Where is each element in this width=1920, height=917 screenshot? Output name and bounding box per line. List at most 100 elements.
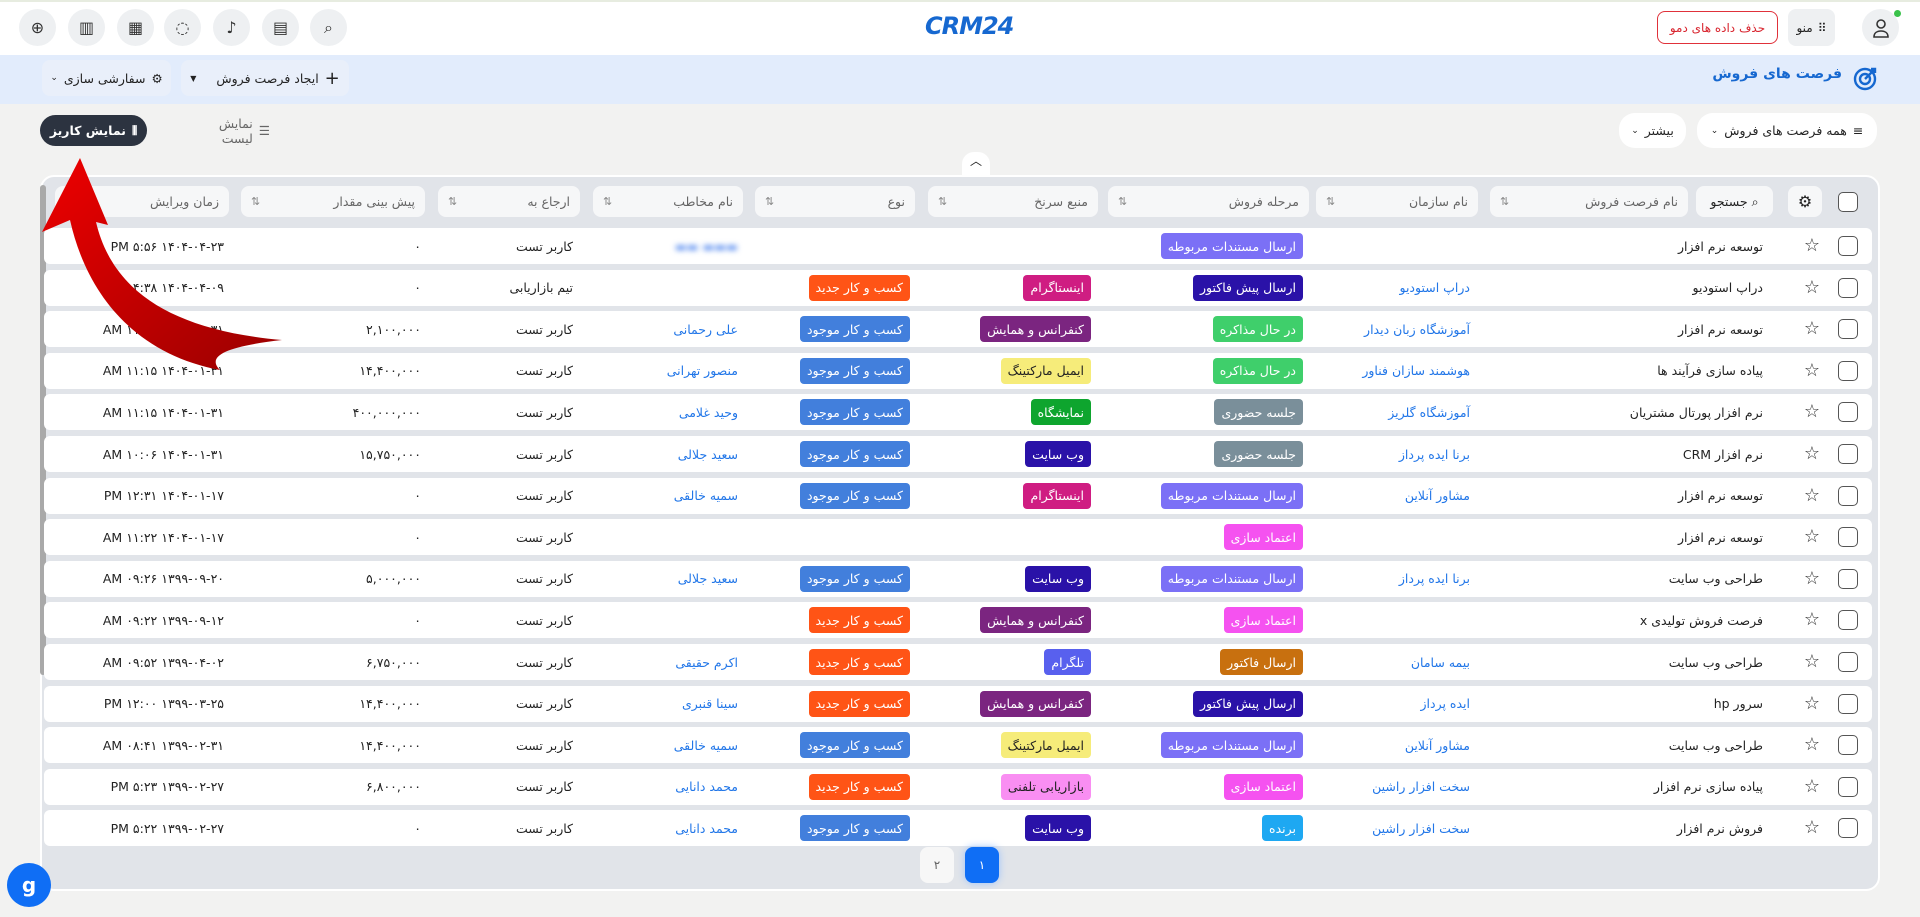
table-row[interactable]: ☆ توسعه نرم افزار آموزشگاه زبان دیدار در حا…	[44, 311, 1872, 348]
cell-contact[interactable]: سینا قنبری	[682, 686, 738, 722]
star-icon[interactable]: ☆	[1803, 443, 1820, 464]
cell-contact[interactable]: سمیه خالقی	[674, 478, 738, 514]
column-header-type[interactable]: نوع ⇅	[755, 186, 915, 217]
row-checkbox[interactable]	[1838, 527, 1858, 548]
row-checkbox[interactable]	[1838, 652, 1858, 672]
row-checkbox[interactable]	[1838, 485, 1858, 506]
star-icon[interactable]: ☆	[1803, 401, 1820, 423]
cell-contact[interactable]: اکرم حقیقی	[675, 644, 738, 680]
chat-button[interactable]: ◌	[164, 9, 201, 46]
column-header-organization[interactable]: نام سازمان ⇅	[1316, 186, 1478, 217]
column-header-lead-source[interactable]: منبع سرنخ ⇅	[928, 186, 1098, 217]
page-1-button[interactable]: ۱	[965, 847, 999, 883]
table-row[interactable]: ☆ توسعه نرم افزار مشاور آنلاین ارسال مستندا…	[44, 477, 1872, 514]
sort-icon[interactable]: ⇅	[765, 195, 775, 208]
sort-icon[interactable]: ⇅	[448, 195, 458, 208]
star-icon[interactable]: ☆	[1803, 318, 1820, 340]
star-icon[interactable]: ☆	[1803, 567, 1820, 589]
row-checkbox[interactable]	[1838, 693, 1858, 714]
table-row[interactable]: ☆ پیاده سازی نرم افزار سخت افزار راشین اعتم…	[44, 768, 1872, 805]
select-all-checkbox[interactable]	[1838, 192, 1858, 212]
table-row[interactable]: ☆ فروش نرم افزار سخت افزار راشین برنده وب سا…	[44, 810, 1872, 847]
column-header-contact[interactable]: نام مخاطب ⇅	[593, 186, 743, 217]
cell-contact[interactable]: علی رحمانی	[673, 311, 738, 347]
column-header-sales-stage[interactable]: مرحله فروش ⇅	[1108, 186, 1309, 217]
star-icon[interactable]: ☆	[1803, 235, 1820, 256]
customize-button[interactable]: ⚙ سفارشی سازی ⌄	[42, 60, 171, 96]
search-button[interactable]: ⌕ جستجو	[1696, 186, 1773, 217]
table-row[interactable]: ☆ نرم افزار پورتال مشتریان آموزشگاه گلریز ج…	[44, 394, 1872, 431]
row-checkbox[interactable]	[1838, 818, 1858, 839]
table-row[interactable]: ☆ طراحی وب سایت بیمه سامان ارسال فاکتور تلگر…	[44, 644, 1872, 680]
cell-organization[interactable]: ایده پرداز	[1421, 686, 1471, 722]
cell-organization[interactable]: هوشمند سازان فناور	[1362, 353, 1470, 389]
kanban-view-button[interactable]: ⫴ نمایش کاریز	[40, 115, 147, 146]
column-header-forecast-amount[interactable]: پیش بینی مقدار ⇅	[241, 186, 425, 217]
cell-contact[interactable]: محمد دانایی	[675, 769, 738, 805]
row-checkbox[interactable]	[1838, 319, 1858, 340]
bell-button[interactable]: ♪	[213, 9, 250, 46]
row-checkbox[interactable]	[1838, 236, 1858, 256]
table-row[interactable]: ☆ توسعه نرم افزار ارسال مستندات مربوطه ▬▬▬ …	[44, 228, 1872, 264]
cell-contact[interactable]: سعید جلالی	[678, 561, 738, 597]
row-checkbox[interactable]	[1838, 735, 1858, 756]
table-row[interactable]: ☆ فرصت فروش تولیدی x اعتماد سازی کنفرانس و …	[44, 602, 1872, 639]
row-checkbox[interactable]	[1838, 360, 1858, 381]
sort-icon[interactable]: ⇅	[1500, 195, 1510, 208]
star-icon[interactable]: ☆	[1803, 692, 1820, 714]
chart-button[interactable]: ▥	[68, 9, 105, 46]
delete-demo-data-button[interactable]: حذف داده های دمو	[1657, 11, 1778, 44]
sort-icon[interactable]: ⇅	[65, 195, 75, 208]
row-checkbox[interactable]	[1838, 444, 1858, 464]
table-row[interactable]: ☆ طراحی وب سایت مشاور آنلاین ارسال مستندات …	[44, 727, 1872, 764]
table-row[interactable]: ☆ توسعه نرم افزار اعتماد سازی کاربر تست ۰ ۱۴۰…	[44, 519, 1872, 556]
cell-organization[interactable]: مشاور آنلاین	[1405, 727, 1470, 763]
sort-icon[interactable]: ⇅	[1118, 195, 1128, 208]
settings-gear-icon[interactable]: ⚙	[1788, 186, 1822, 217]
sort-icon[interactable]: ⇅	[938, 195, 948, 208]
cell-organization[interactable]: مشاور آنلاین	[1405, 478, 1470, 514]
table-row[interactable]: ☆ سرور hp ایده پرداز ارسال پیش فاکتور کنفران…	[44, 685, 1872, 722]
star-icon[interactable]: ☆	[1803, 526, 1820, 548]
row-checkbox[interactable]	[1838, 568, 1858, 589]
star-icon[interactable]: ☆	[1803, 734, 1820, 756]
star-icon[interactable]: ☆	[1803, 817, 1820, 839]
cell-organization[interactable]: سخت افزار راشین	[1372, 769, 1470, 805]
clipboard-button[interactable]: ▤	[262, 9, 299, 46]
star-icon[interactable]: ☆	[1803, 484, 1820, 506]
row-checkbox[interactable]	[1838, 776, 1858, 797]
collapse-chevron-up-icon[interactable]: ︿	[962, 152, 990, 176]
sort-icon[interactable]: ⇅	[251, 195, 261, 208]
cell-contact[interactable]: منصور تهرانی	[667, 353, 738, 389]
cell-contact[interactable]: سمیه خالقی	[674, 727, 738, 763]
scrollbar[interactable]	[40, 185, 46, 675]
sort-icon[interactable]: ⇅	[1326, 195, 1336, 208]
star-icon[interactable]: ☆	[1803, 609, 1820, 631]
star-icon[interactable]: ☆	[1803, 359, 1820, 381]
cell-contact[interactable]: سعید جلالی	[678, 436, 738, 472]
column-header-modified-time[interactable]: زمان ویرایش ⇅	[55, 186, 229, 217]
row-checkbox[interactable]	[1838, 277, 1858, 298]
caret-down-icon[interactable]: ▼	[190, 73, 197, 83]
cell-organization[interactable]: آموزشگاه گلریز	[1388, 394, 1470, 430]
support-chat-button[interactable]: g	[7, 863, 51, 907]
calendar-button[interactable]: ▦	[117, 9, 154, 46]
cell-contact[interactable]: وحید غلامی	[679, 394, 738, 430]
table-row[interactable]: ☆ نرم افزار CRM برنا ایده پرداز جلسه حضوری و…	[44, 436, 1872, 472]
cell-organization[interactable]: بیمه سامان	[1411, 644, 1470, 680]
page-2-button[interactable]: ۲	[920, 847, 954, 883]
filter-dropdown[interactable]: ≡ همه فرصت های فروش ⌄	[1697, 113, 1877, 148]
cell-organization[interactable]: برنا ایده پرداز	[1399, 436, 1470, 472]
search-button[interactable]: ⌕	[310, 9, 347, 46]
create-opportunity-button[interactable]: + ایجاد فرصت فروش ▼	[181, 60, 349, 96]
cell-contact[interactable]: محمد دانایی	[675, 810, 738, 846]
column-header-assigned-to[interactable]: ارجاع به ⇅	[438, 186, 580, 217]
plus-circle-button[interactable]: ⊕	[19, 9, 56, 46]
sort-icon[interactable]: ⇅	[603, 195, 613, 208]
star-icon[interactable]: ☆	[1803, 775, 1820, 797]
table-row[interactable]: ☆ دراپ استودیو دراپ استودیو ارسال پیش فاکتو…	[44, 269, 1872, 306]
star-icon[interactable]: ☆	[1803, 651, 1820, 672]
more-dropdown[interactable]: بیشتر ⌄	[1619, 113, 1686, 148]
table-row[interactable]: ☆ طراحی وب سایت برنا ایده پرداز ارسال مستند…	[44, 560, 1872, 597]
cell-organization[interactable]: سخت افزار راشین	[1372, 810, 1470, 846]
